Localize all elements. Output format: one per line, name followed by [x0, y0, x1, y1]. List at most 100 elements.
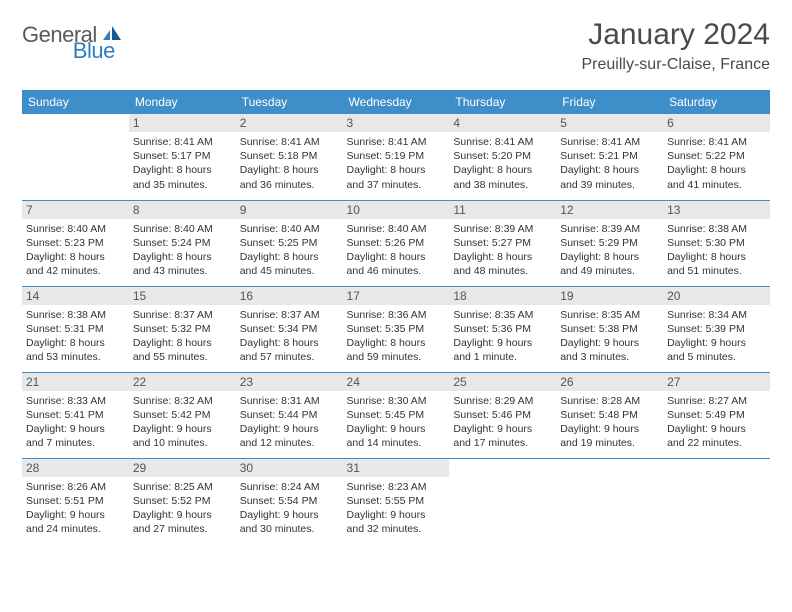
- sunset-line: Sunset: 5:32 PM: [133, 322, 232, 336]
- day-cell: 19Sunrise: 8:35 AMSunset: 5:38 PMDayligh…: [556, 286, 663, 372]
- sunset-line: Sunset: 5:26 PM: [347, 236, 446, 250]
- calendar-body: 1Sunrise: 8:41 AMSunset: 5:17 PMDaylight…: [22, 114, 770, 544]
- calendar-header-row: SundayMondayTuesdayWednesdayThursdayFrid…: [22, 90, 770, 114]
- day-info: Sunrise: 8:36 AMSunset: 5:35 PMDaylight:…: [347, 308, 446, 365]
- day-cell: 22Sunrise: 8:32 AMSunset: 5:42 PMDayligh…: [129, 372, 236, 458]
- daylight-line: Daylight: 8 hours and 37 minutes.: [347, 163, 446, 191]
- day-cell: 27Sunrise: 8:27 AMSunset: 5:49 PMDayligh…: [663, 372, 770, 458]
- day-cell: 21Sunrise: 8:33 AMSunset: 5:41 PMDayligh…: [22, 372, 129, 458]
- daylight-line: Daylight: 8 hours and 42 minutes.: [26, 250, 125, 278]
- day-info: Sunrise: 8:40 AMSunset: 5:25 PMDaylight:…: [240, 222, 339, 279]
- daylight-line: Daylight: 9 hours and 17 minutes.: [453, 422, 552, 450]
- sunset-line: Sunset: 5:51 PM: [26, 494, 125, 508]
- sunset-line: Sunset: 5:41 PM: [26, 408, 125, 422]
- sunrise-line: Sunrise: 8:37 AM: [240, 308, 339, 322]
- day-cell: 1Sunrise: 8:41 AMSunset: 5:17 PMDaylight…: [129, 114, 236, 200]
- sunset-line: Sunset: 5:55 PM: [347, 494, 446, 508]
- day-cell: 18Sunrise: 8:35 AMSunset: 5:36 PMDayligh…: [449, 286, 556, 372]
- day-number: 27: [663, 373, 770, 391]
- location-label: Preuilly-sur-Claise, France: [582, 56, 771, 74]
- sunrise-line: Sunrise: 8:40 AM: [240, 222, 339, 236]
- sunset-line: Sunset: 5:34 PM: [240, 322, 339, 336]
- day-cell: 2Sunrise: 8:41 AMSunset: 5:18 PMDaylight…: [236, 114, 343, 200]
- day-number: 9: [236, 201, 343, 219]
- daylight-line: Daylight: 9 hours and 22 minutes.: [667, 422, 766, 450]
- sunset-line: Sunset: 5:17 PM: [133, 149, 232, 163]
- day-info: Sunrise: 8:39 AMSunset: 5:27 PMDaylight:…: [453, 222, 552, 279]
- sunset-line: Sunset: 5:44 PM: [240, 408, 339, 422]
- sunset-line: Sunset: 5:21 PM: [560, 149, 659, 163]
- day-cell: 26Sunrise: 8:28 AMSunset: 5:48 PMDayligh…: [556, 372, 663, 458]
- sunset-line: Sunset: 5:42 PM: [133, 408, 232, 422]
- sunrise-line: Sunrise: 8:41 AM: [133, 135, 232, 149]
- sunrise-line: Sunrise: 8:35 AM: [560, 308, 659, 322]
- sunset-line: Sunset: 5:31 PM: [26, 322, 125, 336]
- day-cell: 10Sunrise: 8:40 AMSunset: 5:26 PMDayligh…: [343, 200, 450, 286]
- sunset-line: Sunset: 5:27 PM: [453, 236, 552, 250]
- day-cell: 30Sunrise: 8:24 AMSunset: 5:54 PMDayligh…: [236, 458, 343, 544]
- sunset-line: Sunset: 5:38 PM: [560, 322, 659, 336]
- day-number: 29: [129, 459, 236, 477]
- sunrise-line: Sunrise: 8:41 AM: [453, 135, 552, 149]
- page-header: General Blue January 2024 Preuilly-sur-C…: [22, 18, 770, 74]
- sunset-line: Sunset: 5:20 PM: [453, 149, 552, 163]
- daylight-line: Daylight: 8 hours and 41 minutes.: [667, 163, 766, 191]
- sunrise-line: Sunrise: 8:37 AM: [133, 308, 232, 322]
- sunset-line: Sunset: 5:54 PM: [240, 494, 339, 508]
- day-number: 12: [556, 201, 663, 219]
- sunset-line: Sunset: 5:24 PM: [133, 236, 232, 250]
- daylight-line: Daylight: 9 hours and 12 minutes.: [240, 422, 339, 450]
- daylight-line: Daylight: 9 hours and 27 minutes.: [133, 508, 232, 536]
- day-info: Sunrise: 8:34 AMSunset: 5:39 PMDaylight:…: [667, 308, 766, 365]
- sunset-line: Sunset: 5:23 PM: [26, 236, 125, 250]
- day-info: Sunrise: 8:28 AMSunset: 5:48 PMDaylight:…: [560, 394, 659, 451]
- day-info: Sunrise: 8:40 AMSunset: 5:26 PMDaylight:…: [347, 222, 446, 279]
- sunrise-line: Sunrise: 8:38 AM: [26, 308, 125, 322]
- day-info: Sunrise: 8:40 AMSunset: 5:23 PMDaylight:…: [26, 222, 125, 279]
- sunrise-line: Sunrise: 8:34 AM: [667, 308, 766, 322]
- day-header: Thursday: [449, 90, 556, 114]
- day-cell: 24Sunrise: 8:30 AMSunset: 5:45 PMDayligh…: [343, 372, 450, 458]
- day-number: 13: [663, 201, 770, 219]
- sunset-line: Sunset: 5:19 PM: [347, 149, 446, 163]
- day-cell: 17Sunrise: 8:36 AMSunset: 5:35 PMDayligh…: [343, 286, 450, 372]
- logo-text-2: Blue: [73, 38, 115, 64]
- day-number: 21: [22, 373, 129, 391]
- sunset-line: Sunset: 5:25 PM: [240, 236, 339, 250]
- day-info: Sunrise: 8:25 AMSunset: 5:52 PMDaylight:…: [133, 480, 232, 537]
- day-info: Sunrise: 8:26 AMSunset: 5:51 PMDaylight:…: [26, 480, 125, 537]
- day-number: 22: [129, 373, 236, 391]
- day-info: Sunrise: 8:38 AMSunset: 5:30 PMDaylight:…: [667, 222, 766, 279]
- day-info: Sunrise: 8:39 AMSunset: 5:29 PMDaylight:…: [560, 222, 659, 279]
- week-row: 1Sunrise: 8:41 AMSunset: 5:17 PMDaylight…: [22, 114, 770, 200]
- sunset-line: Sunset: 5:22 PM: [667, 149, 766, 163]
- daylight-line: Daylight: 8 hours and 49 minutes.: [560, 250, 659, 278]
- day-info: Sunrise: 8:23 AMSunset: 5:55 PMDaylight:…: [347, 480, 446, 537]
- day-cell: 8 Sunrise: 8:40 AMSunset: 5:24 PMDaylight…: [129, 200, 236, 286]
- day-cell: 13 Sunrise: 8:38 AMSunset: 5:30 PMDayligh…: [663, 200, 770, 286]
- day-number: 8: [129, 201, 236, 219]
- sunrise-line: Sunrise: 8:36 AM: [347, 308, 446, 322]
- sunrise-line: Sunrise: 8:40 AM: [347, 222, 446, 236]
- day-cell: 16Sunrise: 8:37 AMSunset: 5:34 PMDayligh…: [236, 286, 343, 372]
- day-cell: [449, 458, 556, 544]
- day-number: 31: [343, 459, 450, 477]
- day-info: Sunrise: 8:41 AMSunset: 5:22 PMDaylight:…: [667, 135, 766, 192]
- day-info: Sunrise: 8:41 AMSunset: 5:19 PMDaylight:…: [347, 135, 446, 192]
- sunset-line: Sunset: 5:48 PM: [560, 408, 659, 422]
- day-cell: [663, 458, 770, 544]
- day-number: 3: [343, 114, 450, 132]
- daylight-line: Daylight: 8 hours and 46 minutes.: [347, 250, 446, 278]
- sunrise-line: Sunrise: 8:40 AM: [133, 222, 232, 236]
- day-number: 24: [343, 373, 450, 391]
- day-number: 25: [449, 373, 556, 391]
- day-number: 11: [449, 201, 556, 219]
- logo: General Blue: [22, 18, 169, 48]
- day-info: Sunrise: 8:41 AMSunset: 5:21 PMDaylight:…: [560, 135, 659, 192]
- day-cell: 31 Sunrise: 8:23 AMSunset: 5:55 PMDayligh…: [343, 458, 450, 544]
- daylight-line: Daylight: 8 hours and 38 minutes.: [453, 163, 552, 191]
- week-row: 28Sunrise: 8:26 AMSunset: 5:51 PMDayligh…: [22, 458, 770, 544]
- day-cell: 9 Sunrise: 8:40 AMSunset: 5:25 PMDaylight…: [236, 200, 343, 286]
- day-info: Sunrise: 8:29 AMSunset: 5:46 PMDaylight:…: [453, 394, 552, 451]
- daylight-line: Daylight: 8 hours and 43 minutes.: [133, 250, 232, 278]
